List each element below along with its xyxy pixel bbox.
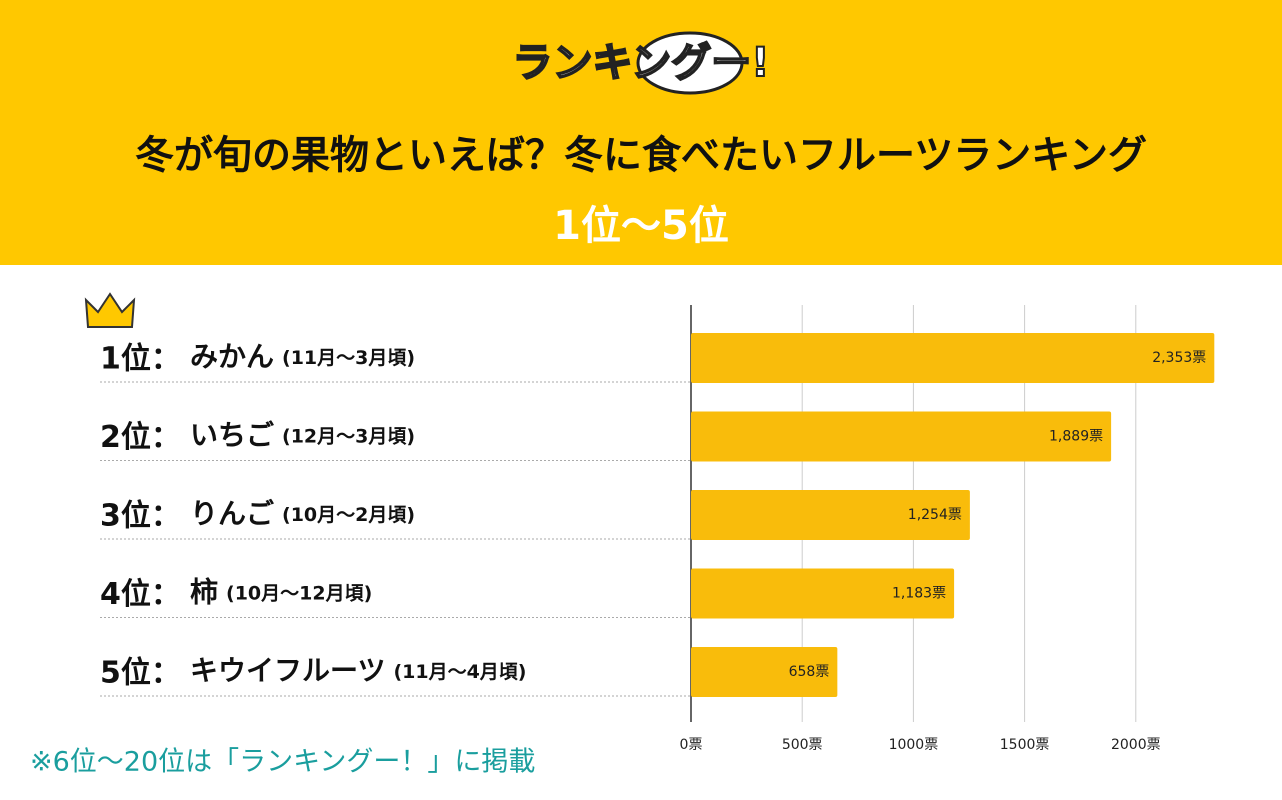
category-period: (11月〜4月頃) <box>393 661 526 683</box>
category-name: りんご <box>190 497 274 530</box>
x-tick-label: 1000票 <box>889 737 939 753</box>
rank-label: 5位： <box>100 656 181 691</box>
category-name: 柿 <box>190 576 218 609</box>
value-label: 1,183票 <box>892 586 946 602</box>
x-tick-label: 500票 <box>782 737 823 753</box>
category-label: みかん (11月〜3月頃) <box>190 340 415 373</box>
value-label: 1,889票 <box>1049 429 1103 445</box>
logo: ランキングー! <box>512 40 769 86</box>
category-name: キウイフルーツ <box>190 654 385 687</box>
category-period: (11月〜3月頃) <box>282 347 415 369</box>
bar <box>691 647 838 697</box>
crown-icon <box>84 292 136 328</box>
x-tick-label: 0票 <box>680 737 703 753</box>
category-label: キウイフルーツ (11月〜4月頃) <box>190 654 526 687</box>
category-period: (12月〜3月頃) <box>282 425 415 447</box>
x-tick-label: 1500票 <box>1000 737 1050 753</box>
value-label: 2,353票 <box>1152 350 1206 366</box>
category-name: みかん <box>190 340 274 373</box>
footnote: ※6位〜20位は「ランキングー！」に掲載 <box>30 747 535 778</box>
bar <box>691 490 970 540</box>
category-period: (10月〜2月頃) <box>282 504 415 526</box>
rank-label: 1位： <box>100 342 181 377</box>
category-label: 柿 (10月〜12月頃) <box>190 576 372 609</box>
rank-label: 2位： <box>100 420 181 455</box>
rank-label: 4位： <box>100 577 181 612</box>
category-period: (10月〜12月頃) <box>226 582 372 604</box>
x-tick-label: 2000票 <box>1111 737 1161 753</box>
bar <box>691 411 1112 462</box>
logo-bubble <box>636 31 744 95</box>
chart-subtitle: 1位〜5位 <box>553 203 729 249</box>
header-band <box>0 0 1282 265</box>
bar <box>691 568 955 619</box>
category-label: いちご (12月〜3月頃) <box>190 419 415 452</box>
category-label: りんご (10月〜2月頃) <box>190 497 415 530</box>
value-label: 1,254票 <box>908 507 962 523</box>
chart-title: 冬が旬の果物といえば？冬に食べたいフルーツランキング <box>135 134 1147 179</box>
bar <box>691 333 1215 383</box>
rank-label: 3位： <box>100 499 181 534</box>
value-label: 658票 <box>789 664 830 680</box>
category-name: いちご <box>190 419 274 452</box>
